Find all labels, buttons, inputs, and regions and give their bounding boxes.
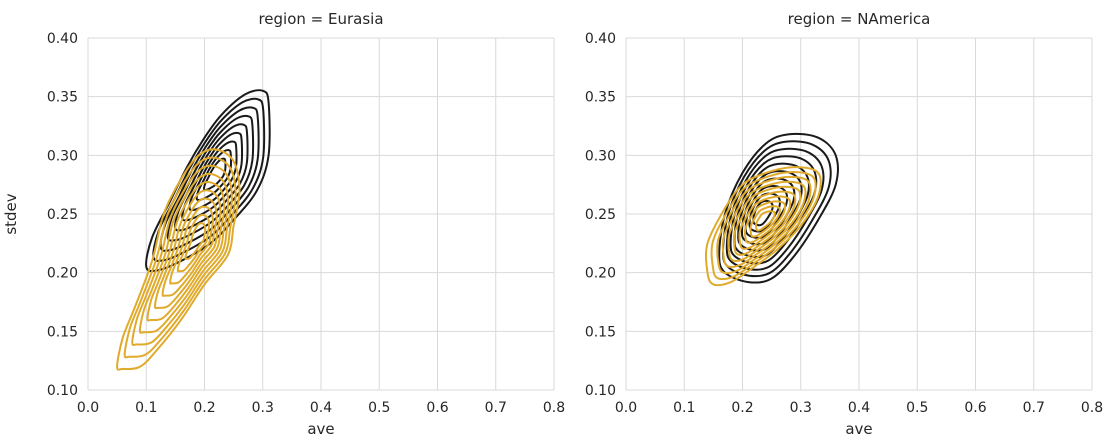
eurasia-series-1-contour (169, 205, 214, 285)
eurasia-series-1-contour (146, 181, 226, 322)
eurasia-y-tick-label: 0.35 (47, 90, 78, 106)
eurasia-x-tick-label: 0.0 (77, 400, 99, 416)
namerica-x-tick-label: 0.7 (1023, 400, 1045, 416)
eurasia-series-1-contour (131, 164, 233, 347)
namerica-x-axis-label: ave (845, 420, 872, 438)
namerica-series-1-contour (755, 210, 776, 232)
eurasia-y-tick-label: 0.10 (47, 383, 78, 399)
eurasia-y-axis-label: stdev (2, 193, 20, 234)
namerica-series-0-contour (737, 170, 803, 252)
eurasia-series-1-contour (123, 156, 237, 359)
namerica-y-tick-label: 0.20 (585, 266, 616, 282)
eurasia-series-0-contour (152, 97, 266, 262)
namerica-series-1-contour (738, 195, 792, 250)
eurasia-y-tick-label: 0.40 (47, 31, 78, 47)
eurasia-x-tick-label: 0.1 (135, 400, 157, 416)
namerica-x-tick-label: 0.3 (790, 400, 812, 416)
namerica-y-tick-label: 0.15 (585, 324, 616, 340)
eurasia-x-tick-label: 0.2 (193, 400, 215, 416)
eurasia-x-tick-label: 0.3 (252, 400, 274, 416)
eurasia-series-1-contour (116, 148, 241, 371)
eurasia-x-tick-label: 0.6 (426, 400, 448, 416)
namerica-series-1-contour (727, 185, 802, 262)
namerica-series-1-contour (749, 205, 781, 238)
eurasia-panel-title: region = Eurasia (258, 10, 383, 28)
namerica-x-tick-label: 0.1 (673, 400, 695, 416)
eurasia-series-1-contour (154, 189, 222, 310)
eurasia-x-tick-label: 0.8 (543, 400, 565, 416)
eurasia-panel: region = Eurasia 0.0 0.1 0.2 0.3 0.4 0.5 0.6 0.… (2, 10, 565, 438)
namerica-panel: region = NAmerica 0.0 0.1 0.2 0.3 0.4 0.5 0.6 0… (585, 10, 1103, 438)
namerica-series-0-contour (722, 140, 832, 278)
eurasia-series-1-contour (184, 222, 207, 261)
namerica-series-1-contour (710, 171, 817, 281)
namerica-y-tick-label: 0.25 (585, 207, 616, 223)
namerica-series-0-contour (725, 147, 825, 271)
eurasia-x-tick-label: 0.5 (368, 400, 390, 416)
namerica-x-tick-label: 0.4 (848, 400, 870, 416)
eurasia-x-tick-label: 0.4 (310, 400, 332, 416)
eurasia-series-1-contour (161, 197, 218, 297)
eurasia-series-1-contour (176, 213, 211, 273)
eurasia-x-tick-label: 0.7 (485, 400, 507, 416)
namerica-y-tick-label: 0.40 (585, 31, 616, 47)
namerica-series-1-contour (721, 180, 807, 268)
namerica-series-1-contour (704, 166, 822, 287)
namerica-x-tick-label: 0.0 (615, 400, 637, 416)
namerica-x-tick-label: 0.8 (1081, 400, 1103, 416)
namerica-series-1-contour (716, 175, 812, 275)
namerica-x-tick-label: 0.6 (964, 400, 986, 416)
namerica-x-tick-label: 0.2 (731, 400, 753, 416)
eurasia-y-tick-label: 0.20 (47, 266, 78, 282)
namerica-y-tick-label: 0.10 (585, 383, 616, 399)
eurasia-series-0-contour (188, 140, 238, 212)
eurasia-x-axis-label: ave (307, 420, 334, 438)
namerica-series-1-contour (732, 190, 797, 256)
eurasia-y-tick-label: 0.30 (47, 148, 78, 164)
eurasia-series-0-contour (202, 157, 227, 191)
namerica-series-0-contour (718, 132, 839, 284)
eurasia-y-tick-label: 0.15 (47, 324, 78, 340)
eurasia-series-1-contour (138, 172, 230, 334)
namerica-y-tick-label: 0.35 (585, 90, 616, 106)
namerica-panel-title: region = NAmerica (788, 10, 931, 28)
eurasia-series-0-contour (174, 123, 249, 232)
eurasia-y-tick-label: 0.25 (47, 207, 78, 223)
eurasia-series-0-contour (159, 106, 260, 252)
namerica-x-tick-label: 0.5 (906, 400, 928, 416)
namerica-series-1-contour (743, 200, 786, 244)
namerica-y-tick-label: 0.30 (585, 148, 616, 164)
eurasia-series-0-contour (195, 149, 232, 202)
